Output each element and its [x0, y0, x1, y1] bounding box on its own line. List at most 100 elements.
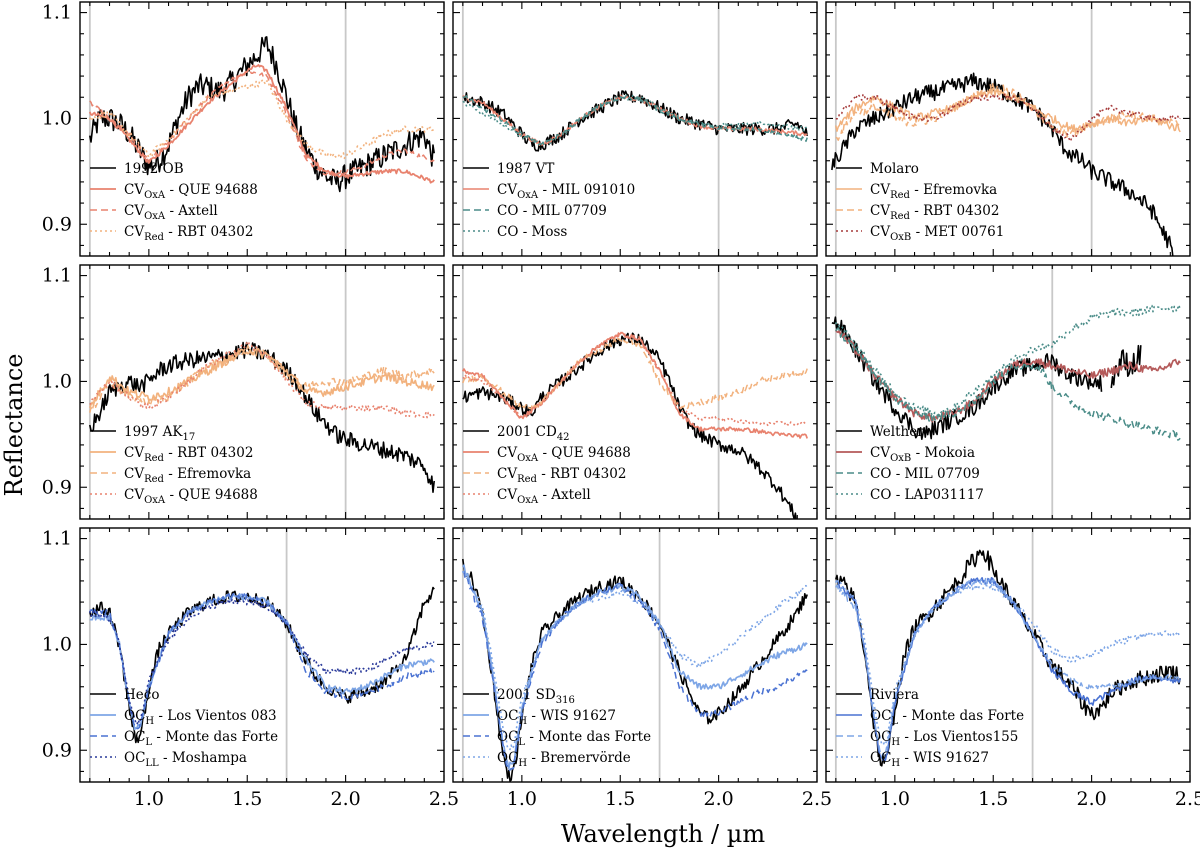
x-tick-label: 2.5 [429, 788, 459, 810]
legend-label: CVOxA - Axtell [497, 487, 591, 506]
legend-label: OCH - Bremervörde [497, 750, 631, 769]
legend-main: OC [124, 729, 145, 745]
legend-main: Molaro [870, 161, 919, 177]
panel-frame [825, 527, 1191, 783]
series-line-3 [835, 329, 1181, 423]
y-tick-label: 1.1 [42, 265, 72, 287]
legend-rest: - Los Vientos155 [900, 729, 1018, 745]
series-line-3 [835, 577, 1181, 758]
series-line-3 [462, 570, 808, 772]
series-group [462, 331, 808, 519]
legend-label: 1992 OB [124, 161, 184, 177]
legend-main: CV [124, 224, 144, 240]
legend-rest: - QUE 94688 [538, 445, 631, 461]
x-tick-label: 1.5 [232, 788, 262, 810]
legend-sub: H [518, 758, 527, 769]
series-line-1 [89, 36, 435, 193]
legend-label: Riviera [870, 687, 919, 703]
legend-label: CO - Moss [497, 224, 567, 240]
legend-label: 2001 CD42 [497, 424, 570, 443]
legend-sub: L [145, 737, 152, 748]
legend-main: CV [124, 203, 144, 219]
panel-3: Molaro CVRed - Efremovka CVRed - RBT 04302… [825, 1, 1191, 257]
series-group [462, 90, 808, 152]
legend-rest: - RBT 04302 [164, 445, 253, 461]
x-tick-label: 1.5 [978, 788, 1008, 810]
legend-label: OCL - Monte das Forte [497, 729, 651, 748]
legend-main: CO - LAP031117 [870, 487, 984, 503]
series-group [89, 586, 435, 744]
legend-label: CO - LAP031117 [870, 487, 984, 503]
legend-main: OC [124, 750, 145, 766]
legend-main: CV [497, 182, 517, 198]
legend-main: CV [124, 445, 144, 461]
legend-label: OCLL - Moshampa [124, 750, 247, 769]
legend-sub: LL [145, 758, 159, 769]
legend-main: CV [124, 466, 144, 482]
y-tick-label: 1.1 [42, 2, 72, 24]
legend-label: Heco [124, 687, 159, 703]
legend-sub: OxA [144, 495, 166, 506]
panel-6: Welther CVOxB - Mokoia CO - MIL 07709 CO - … [825, 264, 1191, 520]
legend-rest: - Monte das Forte [152, 729, 278, 745]
legend-sub: OxA [517, 190, 539, 201]
legend-rest: - Bremervörde [527, 750, 631, 766]
legend-label: 1997 AK17 [124, 424, 195, 443]
panel-frame [452, 264, 818, 520]
panel-frame [79, 527, 445, 783]
series-line-5 [835, 304, 1181, 417]
legend-main: OC [497, 750, 518, 766]
legend-main: CV [124, 182, 144, 198]
series-line-2 [462, 564, 808, 770]
legend-main: CV [124, 487, 144, 503]
x-tick-label: 2.0 [331, 788, 361, 810]
legend-main: CO - MIL 07709 [870, 466, 980, 482]
legend-sub: Red [144, 474, 164, 485]
legend: Molaro CVRed - Efremovka CVRed - RBT 04302… [836, 161, 1004, 243]
legend-main: CV [870, 445, 890, 461]
legend-main: CV [870, 224, 890, 240]
legend-main: CO - MIL 07709 [497, 203, 607, 219]
legend-sub: OxA [144, 211, 166, 222]
series-line-2 [462, 94, 808, 146]
series-line-1 [835, 549, 1181, 767]
legend-label: CVOxA - QUE 94688 [124, 182, 258, 201]
y-tick-label: 0.9 [42, 739, 72, 761]
legend-label: OCH - WIS 91627 [870, 750, 989, 769]
series-line-4 [835, 327, 1181, 441]
legend: 1987 VT CVOxA - MIL 091010 CO - MIL 07709 C… [463, 161, 635, 240]
legend-label: CVRed - RBT 04302 [870, 203, 999, 222]
series-line-3 [462, 337, 808, 410]
series-line-4 [89, 79, 435, 160]
panel-frame [79, 264, 445, 520]
legend-sub: 42 [557, 432, 570, 443]
legend-label: CVRed - Efremovka [124, 466, 251, 485]
legend-label: CVOxB - Mokoia [870, 445, 975, 464]
legend-sub: L [891, 716, 898, 727]
legend-label: CVOxA - QUE 94688 [124, 487, 258, 506]
legend-label: CVRed - RBT 04302 [497, 466, 626, 485]
y-axis-title: Reflectance [0, 354, 28, 497]
series-group [831, 304, 1181, 441]
legend-rest: - RBT 04302 [910, 203, 999, 219]
legend-sub: H [891, 737, 900, 748]
legend-main: 1992 OB [124, 161, 184, 177]
x-tick-label: 2.0 [1077, 788, 1107, 810]
legend-label: Molaro [870, 161, 919, 177]
legend-main: 1987 VT [497, 161, 554, 177]
legend-label: CVRed - Efremovka [870, 182, 997, 201]
series-line-2 [88, 348, 435, 409]
legend-label: CVRed - RBT 04302 [124, 445, 253, 464]
series-line-1 [462, 90, 808, 152]
legend-sub: L [518, 737, 525, 748]
legend-main: 1997 AK [124, 424, 183, 440]
legend-rest: - Mokoia [911, 445, 975, 461]
